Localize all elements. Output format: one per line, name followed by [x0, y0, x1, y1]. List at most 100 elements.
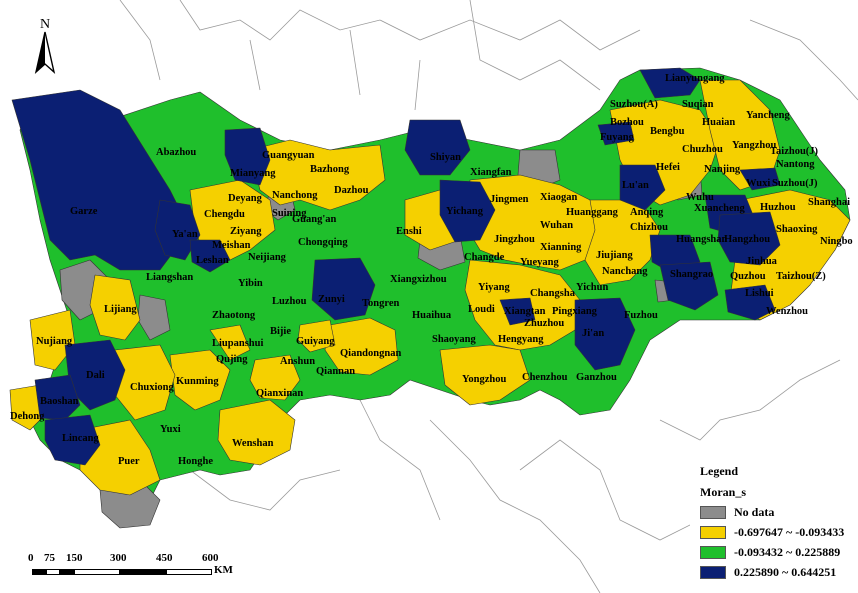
city-label-suqian: Suqian: [682, 99, 714, 110]
city-label-chongqing: Chongqing: [298, 237, 348, 248]
city-label-bazhong: Bazhong: [310, 164, 350, 175]
region-navy-zunyi: [311, 257, 376, 321]
city-label-lijiang: Lijiang: [104, 304, 137, 315]
region-navy-fuyang: [597, 121, 635, 146]
city-label-changde: Changde: [464, 252, 505, 263]
region-navy-lishui: [724, 284, 776, 321]
map-regions: [9, 67, 851, 529]
city-label-nanjing: Nanjing: [704, 164, 741, 175]
city-label-changsha: Changsha: [530, 288, 576, 299]
city-label-shiyan: Shiyan: [430, 152, 461, 163]
legend-item-class-1: -0.697647 ~ -0.093433: [700, 524, 844, 540]
scale-tick-600: 600: [202, 552, 219, 564]
city-label-huangshan: Huangshan: [676, 234, 728, 245]
region-navy-luan: [619, 164, 666, 211]
legend-swatch-no-data: [700, 505, 726, 519]
city-label-suining: Suining: [272, 208, 307, 219]
scale-segment-5: [120, 569, 166, 575]
city-label-chenzhou: Chenzhou: [522, 372, 568, 383]
city-label-ziyang: Ziyang: [230, 226, 262, 237]
legend-label-class-2: -0.093432 ~ 0.225889: [734, 544, 841, 559]
region-navy-yaan: [154, 199, 201, 261]
city-label-taizhou-z: Taizhou(Z): [776, 271, 826, 282]
city-label-luan: Lu'an: [622, 180, 649, 191]
city-label-nantong: Nantong: [776, 159, 815, 170]
city-label-yaan: Ya'an: [172, 229, 198, 240]
city-label-wuhu: Wuhu: [686, 192, 714, 203]
city-label-qujing: Qujing: [216, 354, 248, 365]
region-navy-baoshan: [34, 374, 81, 421]
city-label-yuxi: Yuxi: [160, 424, 181, 435]
city-label-shaoxing: Shaoxing: [776, 224, 818, 235]
city-label-hangzhou: Hangzhou: [724, 234, 770, 245]
region-navy-lianyungang: [639, 67, 701, 99]
city-label-fuyang: Fuyang: [600, 132, 635, 143]
city-label-nujiang: Nujiang: [36, 336, 73, 347]
city-label-anshun: Anshun: [280, 356, 315, 367]
city-label-ganzhou: Ganzhou: [576, 372, 617, 383]
city-label-taizhou-j: Taizhou(J): [770, 146, 819, 157]
city-label-yibin: Yibin: [238, 278, 263, 289]
city-label-ningbo: Ningbo: [820, 236, 853, 247]
city-label-qianxinan: Qianxinan: [256, 388, 303, 399]
city-label-luzhou: Luzhou: [272, 296, 307, 307]
city-label-yancheng: Yancheng: [746, 110, 791, 121]
city-label-enshi: Enshi: [396, 226, 422, 237]
city-label-xianning: Xianning: [540, 242, 582, 253]
region-yellow-liupanshui: [209, 324, 251, 361]
city-label-shangrao: Shangrao: [670, 269, 713, 280]
north-arrow-label: N: [40, 17, 50, 32]
scale-tick-0: 0: [28, 552, 34, 564]
region-yellow-puer: [79, 419, 161, 496]
city-label-xiangfan: Xiangfan: [470, 167, 512, 178]
city-label-leshan: Leshan: [196, 255, 229, 266]
city-label-wuhan: Wuhan: [540, 220, 573, 231]
map-legend: Legend Moran_s No data -0.697647 ~ -0.09…: [690, 460, 858, 590]
scale-segment-6: [166, 569, 212, 575]
city-label-xiangxizhou: Xiangxizhou: [390, 274, 447, 285]
city-label-huaian: Huaian: [702, 117, 735, 128]
scale-segment-4: [74, 569, 120, 575]
city-label-kunming: Kunming: [176, 376, 219, 387]
city-label-dazhou: Dazhou: [334, 185, 369, 196]
city-label-deyang: Deyang: [228, 193, 263, 204]
city-label-yangzhou: Yangzhou: [732, 140, 777, 151]
region-navy-lincang: [44, 414, 101, 466]
city-label-zhaotong: Zhaotong: [212, 310, 256, 321]
legend-item-class-2: -0.093432 ~ 0.225889: [700, 544, 840, 560]
city-label-jian: Ji'an: [582, 328, 604, 339]
legend-label-class-1: -0.697647 ~ -0.093433: [734, 524, 845, 539]
city-label-qiannan: Qiannan: [316, 366, 355, 377]
legend-title: Legend: [700, 464, 739, 478]
region-navy-shangrao: [659, 261, 719, 311]
city-label-bengbu: Bengbu: [650, 126, 685, 137]
scale-segment-2: [46, 569, 60, 575]
scale-unit: KM: [214, 564, 233, 576]
city-label-qiandongnan: Qiandongnan: [340, 348, 401, 359]
region-yellow-qianxinan: [249, 354, 301, 401]
city-label-jingmen: Jingmen: [490, 194, 529, 205]
legend-item-no-data: No data: [700, 504, 774, 520]
scale-tick-450: 450: [156, 552, 173, 564]
city-label-jiujiang: Jiujiang: [596, 250, 634, 261]
city-label-mianyang: Mianyang: [230, 168, 276, 179]
scale-tick-75: 75: [44, 552, 55, 564]
city-label-suzhou-a: Suzhou(A): [610, 99, 658, 110]
region-navy-mianyang: [224, 127, 271, 186]
city-label-xiangtan: Xiangtan: [504, 306, 546, 317]
city-label-chizhou: Chizhou: [630, 222, 668, 233]
city-label-hefei: Hefei: [656, 162, 680, 173]
city-label-chengdu: Chengdu: [204, 209, 245, 220]
city-label-neijiang: Neijiang: [248, 252, 287, 263]
city-label-hengyang: Hengyang: [498, 334, 544, 345]
region-yellow-nujiang: [29, 309, 76, 371]
scale-segment-3: [60, 569, 74, 575]
city-label-anqing: Anqing: [630, 207, 664, 218]
city-label-lincang: Lincang: [62, 433, 100, 444]
region-navy-xiangtan: [499, 297, 536, 326]
region-yellow-yongzhou: [439, 344, 531, 406]
region-yellow-lijiang: [89, 274, 141, 341]
city-label-zunyi: Zunyi: [318, 294, 345, 305]
city-label-jingzhou: Jingzhou: [494, 234, 535, 245]
north-arrow: N: [30, 14, 60, 76]
